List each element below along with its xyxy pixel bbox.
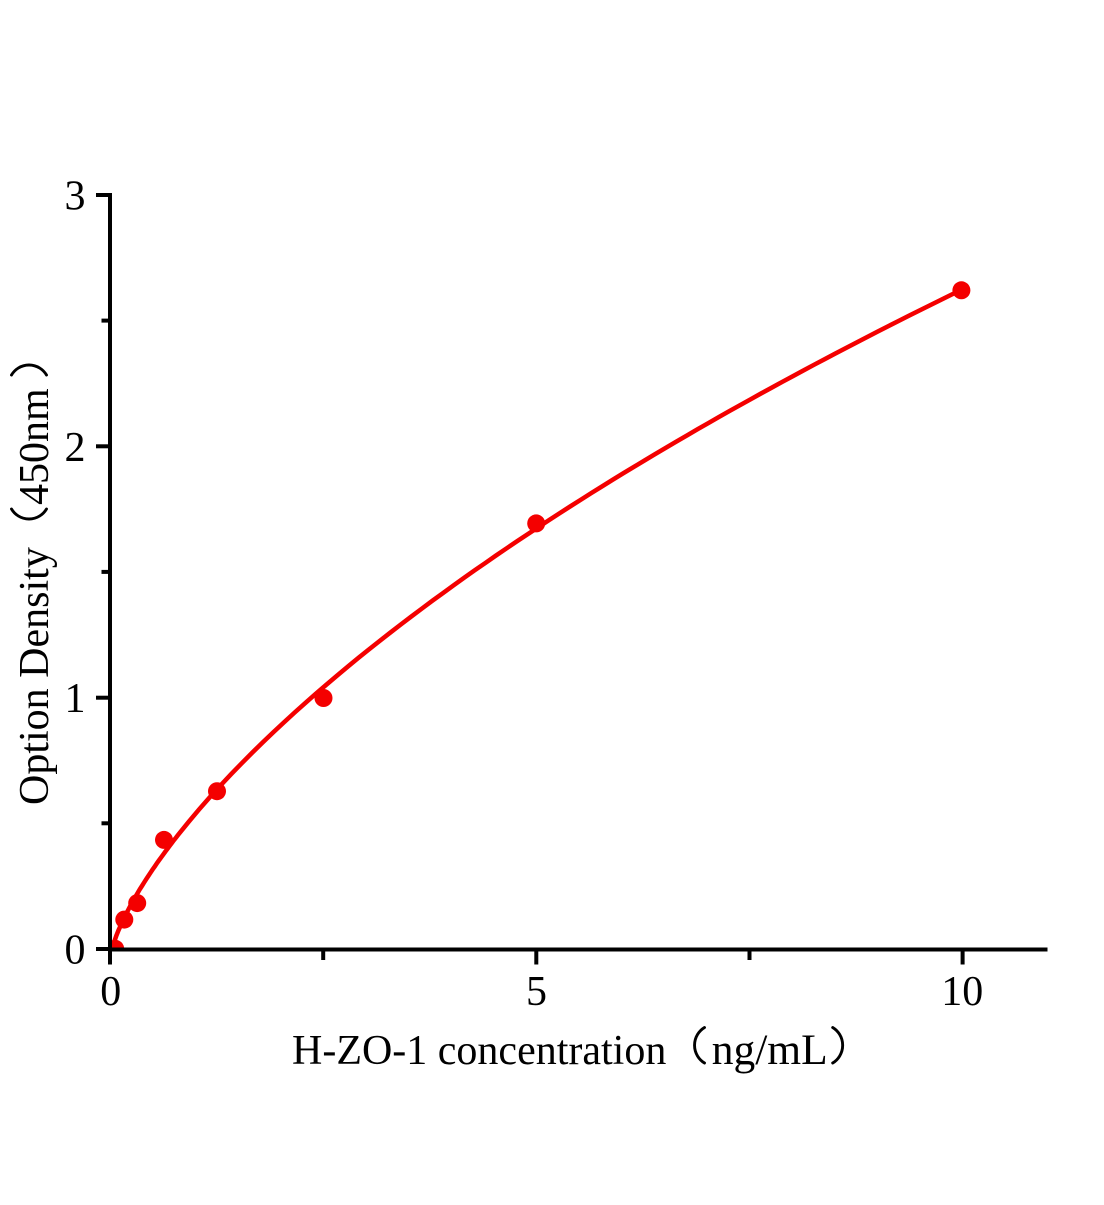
svg-text:1: 1: [65, 676, 86, 722]
svg-text:2: 2: [65, 425, 86, 471]
svg-text:ng/mL: ng/mL: [712, 1026, 828, 1074]
svg-text:0: 0: [65, 928, 86, 974]
svg-text:3: 3: [65, 174, 86, 220]
svg-text:0: 0: [100, 969, 121, 1015]
svg-text:450nm: 450nm: [12, 388, 58, 505]
svg-text:5: 5: [526, 969, 547, 1015]
svg-text:H-ZO-1 concentration: H-ZO-1 concentration: [292, 1028, 666, 1074]
svg-text:10: 10: [941, 969, 983, 1015]
svg-text:Option Density: Option Density: [12, 547, 58, 805]
